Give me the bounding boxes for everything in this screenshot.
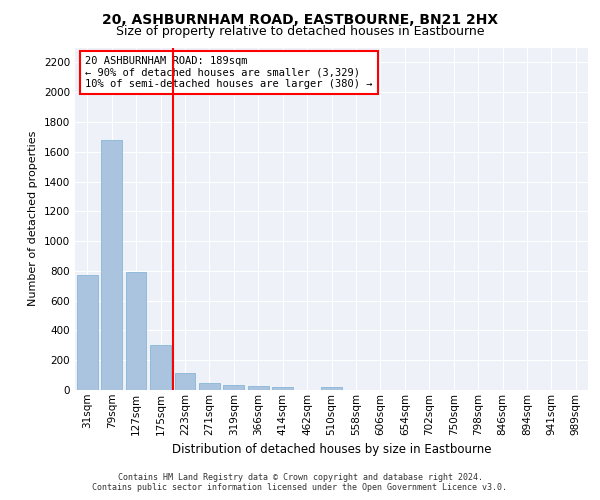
Text: 20, ASHBURNHAM ROAD, EASTBOURNE, BN21 2HX: 20, ASHBURNHAM ROAD, EASTBOURNE, BN21 2H… [102, 12, 498, 26]
Bar [321, 386, 342, 390]
Bar [199, 384, 220, 390]
X-axis label: Distribution of detached houses by size in Eastbourne: Distribution of detached houses by size … [172, 443, 491, 456]
Text: Size of property relative to detached houses in Eastbourne: Size of property relative to detached ho… [116, 25, 484, 38]
Bar [272, 386, 293, 390]
Bar [248, 386, 269, 390]
Bar [125, 272, 146, 390]
Text: Contains HM Land Registry data © Crown copyright and database right 2024.
Contai: Contains HM Land Registry data © Crown c… [92, 473, 508, 492]
Bar [150, 346, 171, 390]
Y-axis label: Number of detached properties: Number of detached properties [28, 131, 38, 306]
Text: 20 ASHBURNHAM ROAD: 189sqm
← 90% of detached houses are smaller (3,329)
10% of s: 20 ASHBURNHAM ROAD: 189sqm ← 90% of deta… [85, 56, 373, 90]
Bar [175, 373, 196, 390]
Bar [77, 276, 98, 390]
Bar [101, 140, 122, 390]
Bar [223, 385, 244, 390]
